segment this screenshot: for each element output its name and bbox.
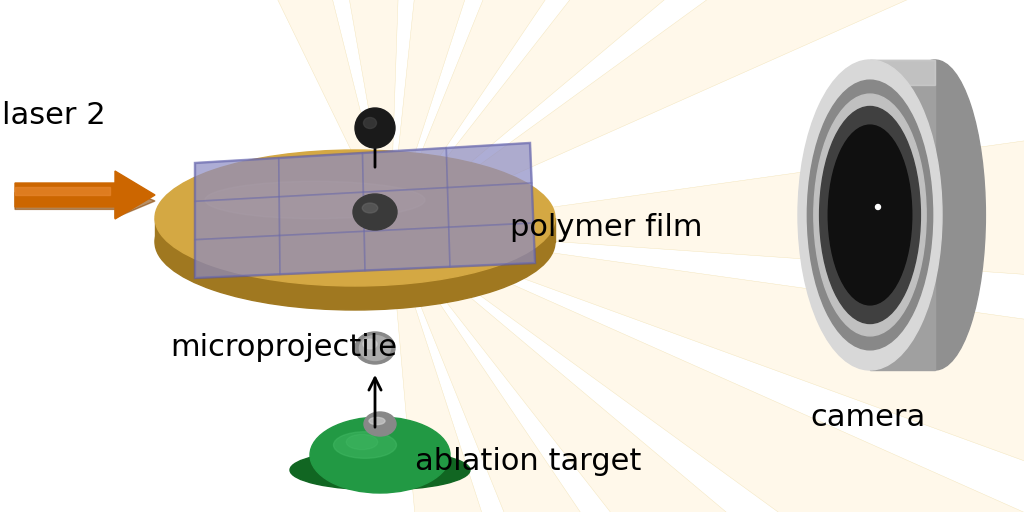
Polygon shape — [365, 227, 450, 270]
Wedge shape — [390, 230, 838, 512]
Ellipse shape — [310, 417, 450, 493]
Polygon shape — [280, 192, 365, 236]
Ellipse shape — [364, 412, 396, 436]
Ellipse shape — [362, 339, 377, 349]
Text: camera: camera — [810, 403, 926, 433]
Ellipse shape — [814, 94, 926, 336]
Polygon shape — [364, 187, 449, 231]
Wedge shape — [251, 0, 418, 230]
Ellipse shape — [819, 106, 921, 324]
Ellipse shape — [364, 117, 377, 129]
FancyArrow shape — [15, 171, 155, 219]
Ellipse shape — [369, 417, 385, 424]
Wedge shape — [390, 230, 637, 512]
Text: laser 2: laser 2 — [2, 100, 105, 130]
Ellipse shape — [359, 335, 390, 360]
Ellipse shape — [155, 150, 555, 286]
Ellipse shape — [362, 203, 378, 213]
Polygon shape — [155, 218, 555, 242]
Text: microprojectile: microprojectile — [170, 333, 397, 362]
Polygon shape — [195, 143, 535, 278]
Ellipse shape — [155, 174, 555, 310]
Polygon shape — [447, 183, 534, 227]
Polygon shape — [195, 236, 280, 278]
Text: ablation target: ablation target — [415, 447, 641, 477]
Polygon shape — [195, 197, 280, 240]
Polygon shape — [279, 153, 364, 197]
Ellipse shape — [876, 204, 881, 209]
Wedge shape — [390, 0, 838, 230]
Polygon shape — [870, 60, 935, 85]
Polygon shape — [449, 223, 535, 267]
Ellipse shape — [353, 194, 397, 230]
FancyArrow shape — [15, 187, 110, 195]
Polygon shape — [280, 231, 365, 274]
Polygon shape — [362, 148, 447, 192]
Text: polymer film: polymer film — [510, 214, 702, 243]
Polygon shape — [870, 60, 935, 370]
Ellipse shape — [798, 60, 942, 370]
Ellipse shape — [807, 80, 933, 350]
Ellipse shape — [355, 108, 395, 148]
Wedge shape — [390, 230, 1024, 504]
Wedge shape — [390, 0, 1002, 230]
Ellipse shape — [290, 450, 470, 490]
Polygon shape — [195, 158, 280, 201]
Ellipse shape — [205, 181, 425, 219]
Ellipse shape — [355, 332, 395, 364]
Ellipse shape — [828, 125, 911, 305]
Wedge shape — [390, 0, 637, 230]
Ellipse shape — [346, 434, 378, 450]
Wedge shape — [390, 0, 1024, 230]
FancyArrow shape — [15, 184, 155, 218]
Wedge shape — [390, 230, 1002, 512]
Wedge shape — [39, 0, 390, 230]
Wedge shape — [390, 230, 1024, 512]
Wedge shape — [390, 119, 1024, 286]
Polygon shape — [446, 143, 531, 187]
Ellipse shape — [334, 432, 396, 458]
Ellipse shape — [885, 60, 985, 370]
